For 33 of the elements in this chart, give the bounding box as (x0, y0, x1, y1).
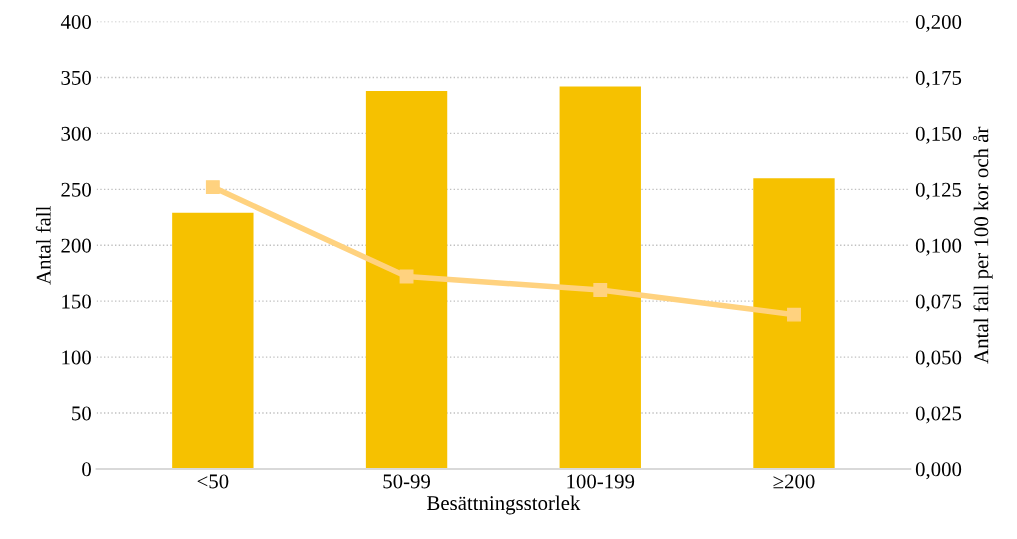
point (399, 269, 414, 284)
y2-tick-label: 0,000 (915, 462, 962, 480)
bar (365, 90, 448, 469)
y2-axis-title: Antal fall per 100 kor och år (973, 126, 993, 364)
x-tick-label: 50-99 (383, 474, 431, 489)
bar (753, 178, 835, 469)
x-tick-label: <50 (197, 474, 229, 489)
y-tick-label: 400 (60, 14, 91, 29)
point (593, 283, 608, 297)
x-tick-label: ≥200 (773, 474, 815, 489)
y2-tick-label: 0,150 (915, 126, 962, 144)
y-axis-title: Antal fall (35, 206, 51, 285)
y2-tick-label: 0,075 (915, 294, 962, 312)
y2-tick-label: 0,100 (915, 238, 962, 256)
y-tick-label: 200 (61, 238, 91, 253)
y-tick-label: 300 (61, 126, 91, 141)
x-tick-label: 100-199 (567, 474, 635, 489)
y2-tick-label: 0,175 (915, 70, 962, 88)
y-tick-label: 150 (62, 294, 91, 309)
y2-tick-label: 0,025 (915, 406, 962, 424)
point (205, 180, 220, 195)
y-tick-label: 100 (62, 350, 91, 365)
point (787, 307, 801, 322)
y2-tick-label: 0,050 (915, 350, 962, 368)
x-axis-title: Besättningsstorlek (427, 495, 581, 515)
y-tick-label: 350 (61, 70, 91, 85)
y-tick-label: 0 (82, 462, 91, 477)
bar (172, 212, 254, 469)
y2-tick-label: 0,125 (915, 182, 962, 200)
y-tick-label: 50 (72, 406, 91, 421)
y-tick-label: 250 (61, 182, 91, 197)
bar (559, 86, 641, 469)
y2-tick-label: 0,200 (915, 14, 962, 32)
